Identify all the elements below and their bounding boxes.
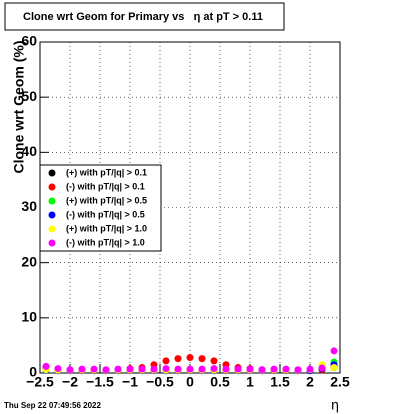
data-point — [234, 365, 242, 373]
data-point — [198, 355, 206, 363]
data-point — [162, 365, 170, 373]
data-point — [42, 362, 50, 370]
data-point — [306, 365, 314, 373]
data-point — [186, 354, 194, 362]
data-point — [138, 365, 146, 373]
data-point — [162, 357, 170, 365]
legend-label: (-) with pT/|q| > 0.1 — [66, 181, 145, 191]
data-point — [102, 366, 110, 374]
x-tick-label: 1 — [246, 374, 254, 390]
legend-marker — [48, 211, 56, 219]
legend-marker — [48, 169, 56, 177]
x-tick-label: −2.5 — [26, 374, 54, 390]
legend-label: (+) with pT/|q| > 0.5 — [66, 195, 147, 205]
y-tick-label: 0 — [29, 364, 37, 380]
x-tick-label: −2 — [62, 374, 78, 390]
legend-marker — [48, 197, 56, 205]
legend-label: (+) with pT/|q| > 1.0 — [66, 223, 147, 233]
data-point — [78, 365, 86, 373]
data-point — [198, 365, 206, 373]
data-point — [282, 365, 290, 373]
x-tick-label: 1.5 — [270, 374, 290, 390]
legend-label: (-) with pT/|q| > 0.5 — [66, 209, 145, 219]
x-tick-label: 2.5 — [330, 374, 350, 390]
legend-marker — [48, 183, 56, 191]
y-tick-label: 30 — [21, 198, 37, 214]
x-tick-label: −0.5 — [146, 374, 174, 390]
chart-title: Clone wrt Geom for Primary vs η at pT > … — [23, 11, 263, 23]
data-point — [126, 365, 134, 373]
x-tick-label: 0 — [186, 374, 194, 390]
data-point — [186, 365, 194, 373]
data-point — [54, 365, 62, 373]
data-point — [114, 365, 122, 373]
data-point — [174, 365, 182, 373]
data-point — [318, 364, 326, 372]
x-tick-label: 2 — [306, 374, 314, 390]
y-axis-label: Clone wrt Geom (%) — [11, 40, 27, 173]
y-tick-label: 20 — [21, 253, 37, 269]
data-point — [270, 365, 278, 373]
timestamp: Thu Sep 22 07:49:56 2022 — [4, 401, 101, 410]
x-tick-label: −1 — [122, 374, 138, 390]
data-point — [150, 365, 158, 373]
legend-marker — [48, 239, 56, 247]
data-point — [210, 365, 218, 373]
y-tick-label: 50 — [21, 88, 37, 104]
data-point — [90, 365, 98, 373]
legend-label: (+) with pT/|q| > 0.1 — [66, 167, 147, 177]
x-tick-label: −1.5 — [86, 374, 114, 390]
legend-label: (-) with pT/|q| > 1.0 — [66, 237, 145, 247]
data-point — [294, 366, 302, 374]
legend-marker — [48, 225, 56, 233]
data-point — [246, 365, 254, 373]
data-point — [66, 366, 74, 374]
data-point — [258, 366, 266, 374]
data-point — [222, 365, 230, 373]
x-axis-label: η — [331, 397, 339, 413]
y-tick-label: 60 — [21, 33, 37, 49]
data-point — [174, 355, 182, 363]
y-tick-label: 40 — [21, 143, 37, 159]
data-point — [330, 363, 338, 371]
data-point — [210, 357, 218, 365]
legend-box — [39, 164, 162, 252]
data-point — [330, 347, 338, 355]
title-box — [4, 2, 285, 31]
x-tick-label: 0.5 — [210, 374, 230, 390]
y-tick-label: 10 — [21, 309, 37, 325]
